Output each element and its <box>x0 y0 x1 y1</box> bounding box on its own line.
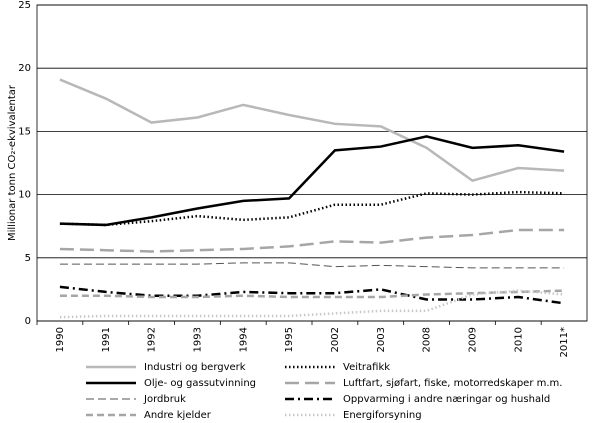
x-tick-label: 2011* <box>559 327 570 357</box>
legend-label: Veitrafikk <box>343 362 390 373</box>
y-tick-label: 20 <box>18 63 31 74</box>
series-line <box>59 135 565 227</box>
series-line <box>59 289 565 319</box>
y-tick-label: 10 <box>18 190 31 201</box>
x-tick-label: 1992 <box>147 327 158 352</box>
legend-label: Jordbruk <box>143 394 186 405</box>
y-tick-label: 25 <box>18 0 31 11</box>
y-tick-label: 5 <box>25 253 31 264</box>
series-line <box>59 190 565 227</box>
x-tick-label: 2009 <box>467 327 478 352</box>
x-tick-label: 1995 <box>284 327 295 352</box>
y-axis-label: Millionar tonn CO₂-ekvivalentar <box>7 84 18 241</box>
y-tick-label: 15 <box>18 126 31 137</box>
plot-frame <box>36 4 588 322</box>
series-line <box>59 78 565 183</box>
legend-label: Olje- og gassutvinning <box>144 378 256 389</box>
series-line <box>59 262 565 269</box>
legend-label: Industri og bergverk <box>144 362 246 373</box>
x-tick-label: 2008 <box>422 327 433 352</box>
x-tick-label: 2003 <box>376 327 387 352</box>
x-tick-label: 1991 <box>101 327 112 352</box>
series-line <box>59 285 565 305</box>
x-tick-label: 2010 <box>513 327 524 352</box>
series-line <box>59 289 565 299</box>
x-tick-label: 1993 <box>192 327 203 352</box>
legend-label: Luftfart, sjøfart, fiske, motorredskaper… <box>343 378 562 389</box>
series-line <box>59 228 565 253</box>
legend-label: Andre kjelder <box>144 410 212 421</box>
legend-label: Oppvarming i andre næringar og hushald <box>343 394 550 405</box>
x-tick-label: 2002 <box>330 327 341 352</box>
y-tick-label: 0 <box>25 316 31 327</box>
x-tick-label: 1990 <box>55 327 66 352</box>
legend-label: Energiforsyning <box>343 410 422 421</box>
x-tick-label: 1994 <box>238 327 249 352</box>
